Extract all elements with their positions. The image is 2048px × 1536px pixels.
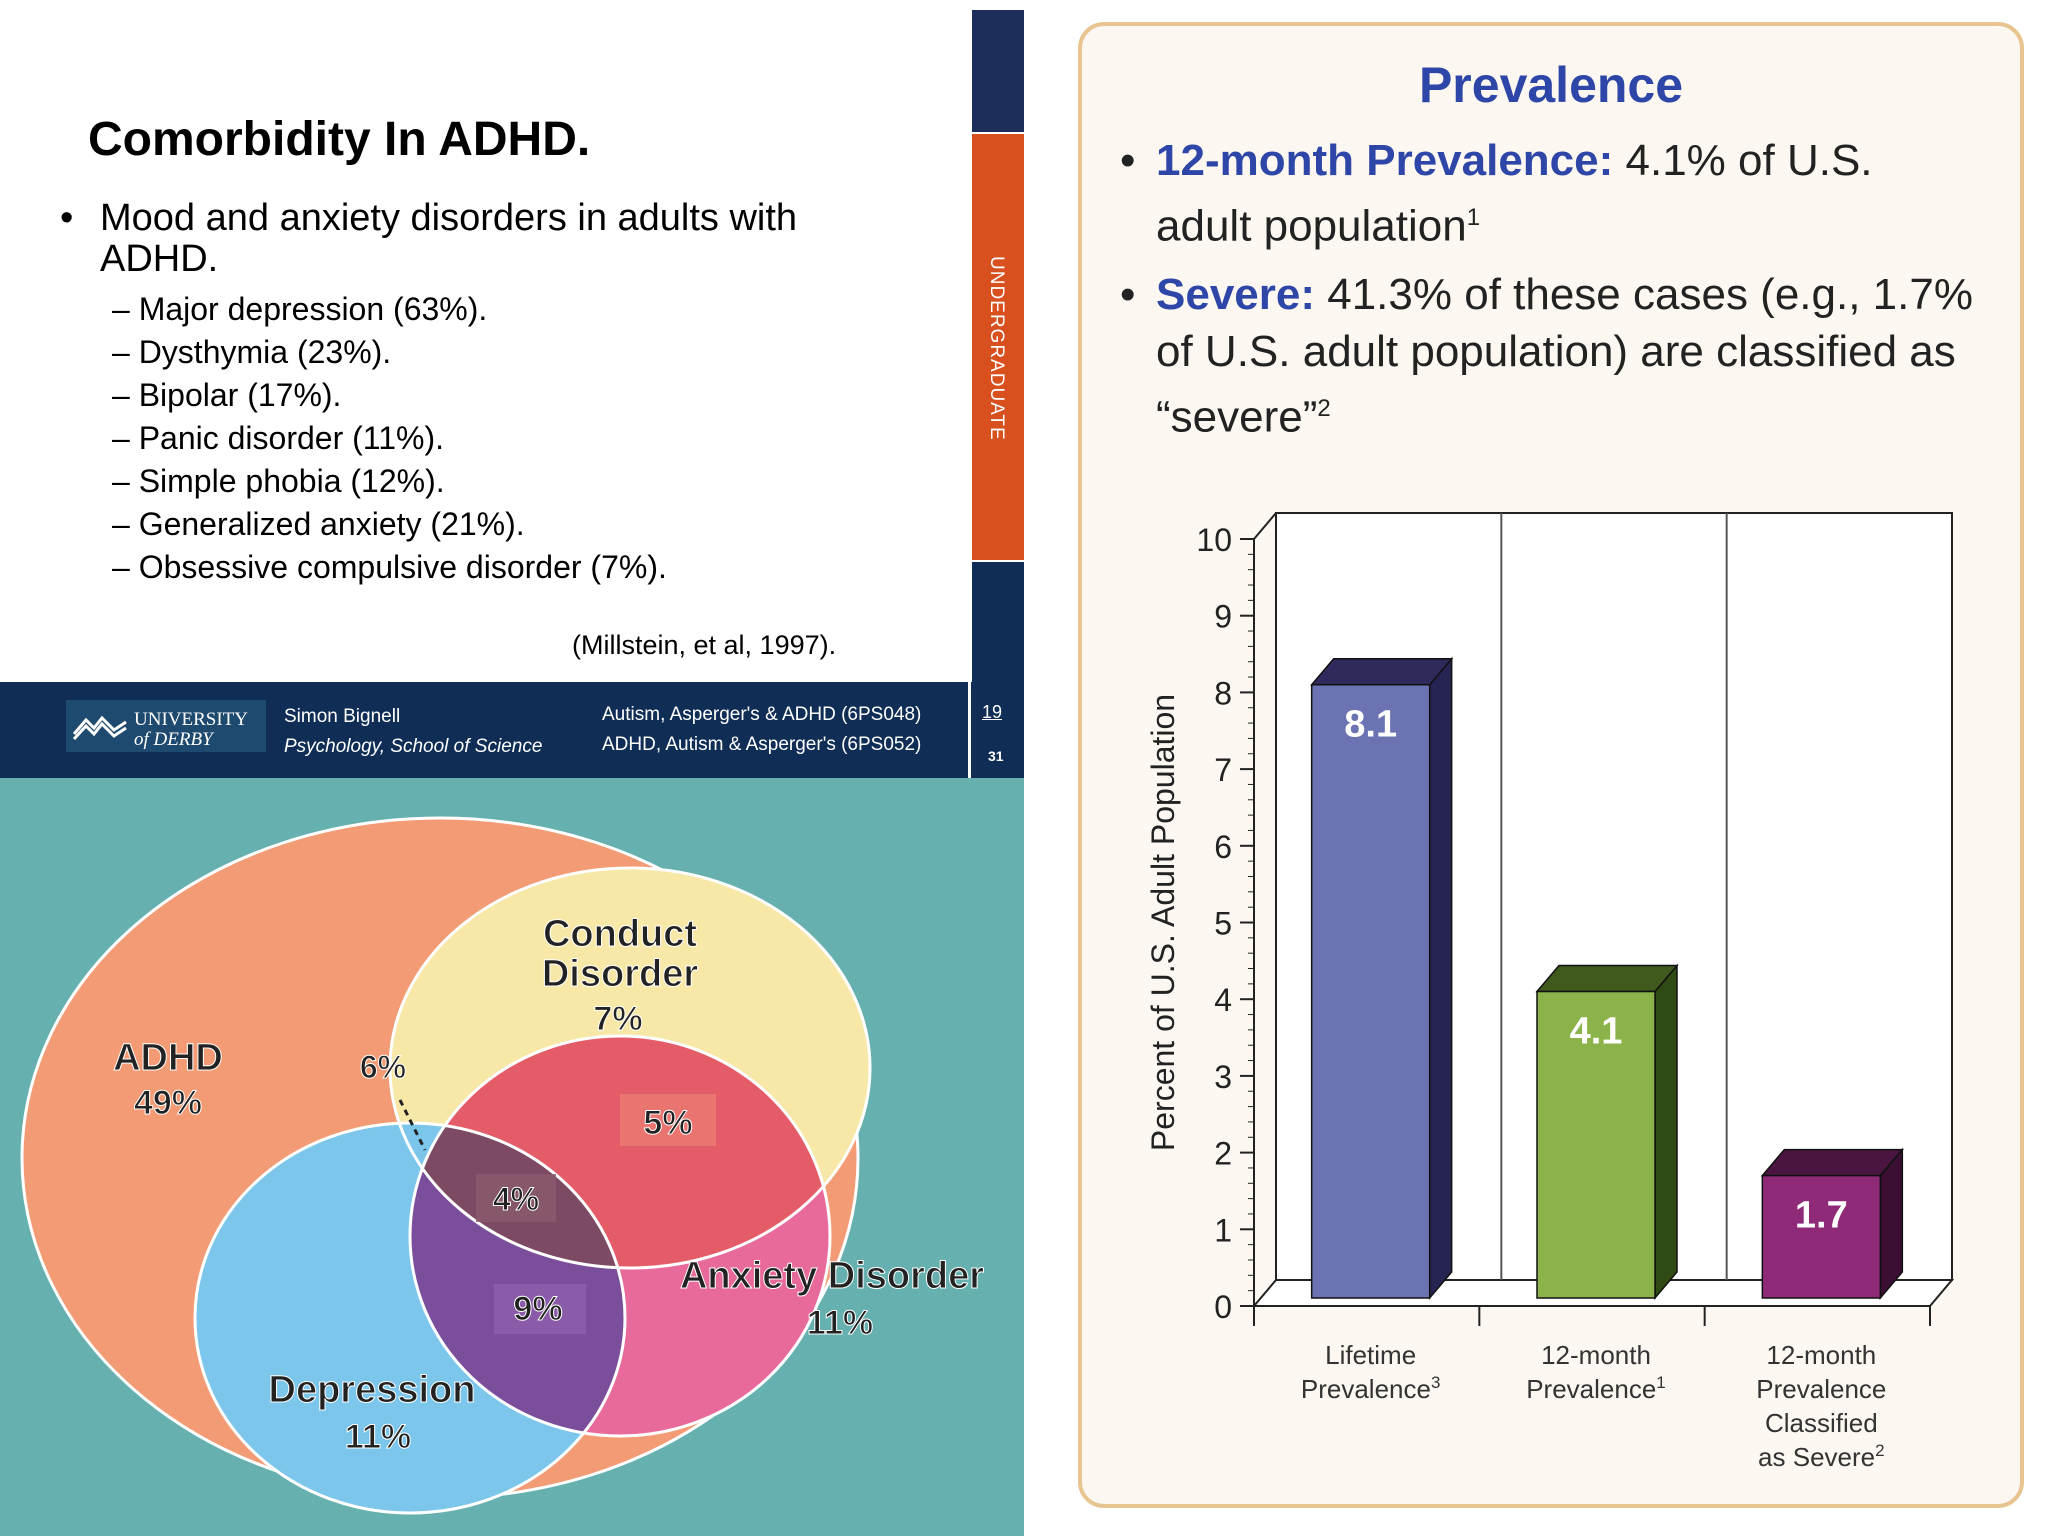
x-category-label: as Severe2	[1758, 1441, 1885, 1472]
sub-bullet-item: Simple phobia (12%).	[112, 460, 667, 503]
bullet-1-highlight: 12-month Prevalence:	[1156, 136, 1614, 185]
panel-title: Prevalence	[1418, 57, 1684, 113]
x-category-footnote: 3	[1431, 1373, 1440, 1392]
logo-text-line2: of DERBY	[134, 729, 213, 750]
sub-bullet-item: Panic disorder (11%).	[112, 417, 667, 460]
x-category-label: Prevalence	[1756, 1374, 1886, 1404]
author-name: Simon Bignell	[284, 706, 401, 727]
course-code-1: Autism, Asperger's & ADHD (6PS048)	[602, 704, 922, 725]
prevalence-bar-chart: 0 1 2 3 4 5 6 7 8 9 10 Percent of U.S. Adult Popula…	[1145, 512, 1955, 1472]
sidebar-label-text: UNDERGRADUATE	[986, 256, 1007, 441]
sub-bullet-item: Bipolar (17%).	[112, 374, 667, 417]
y-tick-label: 1	[1214, 1212, 1232, 1248]
logo-text-line1: UNIVERSITY	[134, 709, 248, 730]
sub-bullet-item: Obsessive compulsive disorder (7%).	[112, 546, 667, 589]
x-category-label: Prevalence3	[1301, 1373, 1441, 1404]
chart-left-edge	[1253, 512, 1277, 540]
footer-divider	[968, 682, 971, 778]
y-tick-label: 0	[1214, 1289, 1232, 1325]
adhd-percent: 49%	[134, 1084, 202, 1122]
bullet-2-footnote: 2	[1317, 395, 1331, 422]
slide-footer: UNIVERSITY of DERBY Simon Bignell Psycho…	[0, 682, 1024, 778]
author-department: Psychology, School of Science	[284, 736, 543, 757]
main-bullet-text: Mood and anxiety disorders in adults wit…	[100, 197, 798, 280]
bullet-2-text: 41.3% of these cases (e.g., 1.7% of U.S.…	[1156, 270, 1973, 442]
depression-label: Depression	[269, 1369, 476, 1411]
x-category-footnote: 2	[1875, 1441, 1884, 1460]
conduct-anxiety-overlap-percent: 5%	[643, 1104, 692, 1142]
bar	[1761, 1174, 1882, 1299]
x-category-label: 12-month	[1766, 1340, 1876, 1370]
y-tick-label: 8	[1214, 675, 1232, 711]
bar-value-label: 4.1	[1570, 1011, 1623, 1053]
sub-bullet-item: Generalized anxiety (21%).	[112, 503, 667, 546]
x-category-label: 12-month	[1541, 1340, 1651, 1370]
anxiety-label: Anxiety Disorder	[680, 1255, 984, 1297]
page-number[interactable]: 19	[982, 702, 1003, 722]
prevalence-panel: Prevalence • 12-month Prevalence: 4.1% o…	[1078, 22, 2024, 1508]
conduct-percent: 7%	[593, 1000, 642, 1038]
x-category-label: Classified	[1765, 1408, 1878, 1438]
prevalence-bullet-1: • 12-month Prevalence: 4.1% of U.S. adul…	[1120, 132, 1976, 255]
adhd-label: ADHD	[113, 1037, 223, 1079]
bar-value-label: 8.1	[1344, 704, 1397, 746]
x-category-label: Prevalence1	[1526, 1373, 1666, 1404]
main-bullet: • Mood and anxiety disorders in adults w…	[60, 198, 860, 280]
course-code-2: ADHD, Autism & Asperger's (6PS052)	[602, 734, 922, 755]
bullet-1-text: 4.1% of U.S. adult population	[1156, 136, 1873, 251]
anxiety-percent: 11%	[807, 1304, 873, 1342]
bullet-marker: •	[1120, 270, 1136, 319]
y-tick-label: 4	[1214, 982, 1232, 1018]
bullet-marker: •	[1120, 136, 1136, 185]
x-category-footnote: 1	[1656, 1373, 1665, 1392]
venn-svg: ADHD 49% Conduct Disorder 7% 6% 5% 4% 9%…	[20, 816, 985, 1515]
y-axis-title: Percent of U.S. Adult Population	[1145, 694, 1181, 1151]
triple-overlap-percent: 4%	[493, 1181, 539, 1217]
bar-top-face	[1760, 1148, 1904, 1177]
y-tick-label: 9	[1214, 599, 1232, 635]
mountain-logo-icon	[72, 715, 127, 740]
y-tick-label: 10	[1196, 522, 1232, 558]
y-tick-label: 6	[1214, 829, 1232, 865]
y-tick-label: 7	[1214, 752, 1232, 788]
bar-top-face	[1310, 657, 1454, 686]
slide-title: Comorbidity In ADHD.	[88, 113, 591, 166]
bullet-1-footnote: 1	[1466, 204, 1481, 231]
y-tick-label: 3	[1214, 1059, 1232, 1095]
sub-bullet-item: Major depression (63%).	[112, 288, 667, 331]
conduct-anxiety-overlap	[410, 1036, 830, 1268]
bar	[1536, 990, 1656, 1299]
venn-diagram: ADHD 49% Conduct Disorder 7% 6% 5% 4% 9%…	[0, 778, 1024, 1536]
sub-bullet-list: Major depression (63%). Dysthymia (23%).…	[112, 288, 667, 589]
y-tick-label: 5	[1214, 906, 1232, 942]
bar	[1310, 683, 1431, 1299]
conduct-label-2: Disorder	[542, 953, 698, 995]
bar-top-face	[1535, 964, 1679, 993]
sub-bullet-item: Dysthymia (23%).	[112, 331, 667, 374]
sidebar-block-bottom	[972, 562, 1024, 690]
depression-anxiety-overlap-percent: 9%	[513, 1290, 562, 1328]
sidebar-label: UNDERGRADUATE	[985, 256, 1011, 456]
adhd-conduct-overlap-percent: 6%	[360, 1049, 406, 1085]
depression-percent: 11%	[345, 1418, 411, 1456]
conduct-label-1: Conduct	[543, 913, 697, 955]
citation: (Millstein, et al, 1997).	[572, 630, 837, 660]
bar-side-face	[1428, 656, 1453, 1301]
sidebar-block-orange	[972, 134, 1024, 560]
y-tick-label: 2	[1214, 1136, 1232, 1172]
sidebar-block-top	[972, 10, 1024, 132]
bar-side-face	[1654, 963, 1678, 1301]
slide-sidebar: UNDERGRADUATE	[972, 10, 1024, 778]
university-logo: UNIVERSITY of DERBY	[66, 700, 266, 752]
lecture-slide: Comorbidity In ADHD. • Mood and anxiety …	[0, 0, 1024, 778]
prevalence-bullet-2: • Severe: 41.3% of these cases (e.g., 1.…	[1120, 266, 1976, 446]
page-total: 31	[988, 748, 1004, 764]
x-category-label: Lifetime	[1325, 1340, 1416, 1370]
bullet-marker: •	[60, 197, 74, 239]
bar-value-label: 1.7	[1795, 1195, 1848, 1237]
bullet-2-highlight: Severe:	[1156, 270, 1316, 319]
